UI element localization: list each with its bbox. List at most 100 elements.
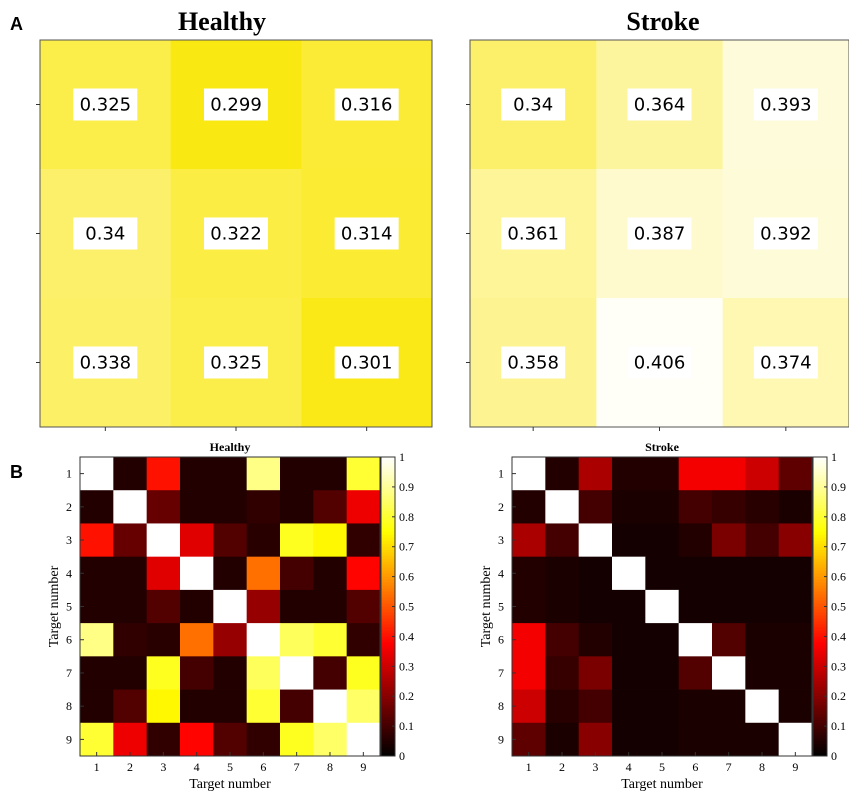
x-tick-label: 9	[360, 760, 366, 774]
colorbar-band	[813, 663, 827, 667]
colorbar-band	[813, 750, 827, 754]
cell-value-label: 0.325	[80, 95, 132, 116]
colorbar-band	[813, 522, 827, 527]
colorbar-band	[813, 585, 827, 590]
matrix-cell	[578, 722, 613, 757]
colorbar-band	[813, 462, 827, 467]
matrix-cell	[180, 556, 214, 591]
colorbar-band	[813, 528, 827, 533]
colorbar-band	[381, 621, 395, 625]
matrix-cell	[246, 589, 281, 624]
matrix-cell	[180, 623, 214, 657]
matrix-cell	[246, 523, 281, 558]
colorbar-band	[381, 588, 395, 593]
colorbar-band	[381, 711, 395, 715]
colorbar-band	[381, 480, 395, 485]
colorbar-band	[813, 675, 827, 679]
matrix-cell	[113, 623, 148, 657]
colorbar-band	[381, 531, 395, 536]
x-tick-label: 8	[327, 760, 333, 774]
matrix-cell	[280, 523, 314, 558]
colorbar-band	[381, 585, 395, 590]
colorbar-band	[381, 501, 395, 506]
y-tick-label: 9	[66, 732, 72, 746]
matrix-cell	[80, 490, 114, 524]
stroke-correlation-matrix: Stroke 1 1 2 2 3 3 4 4 5 5 6 6 7 7 8 8 9 9 Target number Tar…	[479, 440, 846, 792]
matrix-cell	[712, 589, 746, 624]
colorbar-band	[813, 582, 827, 587]
matrix-cell	[512, 689, 546, 724]
matrix-cell	[645, 490, 680, 524]
x-tick-label: 1	[526, 760, 532, 774]
cell-label-box	[753, 346, 818, 379]
colorbar-band	[813, 579, 827, 584]
matrix-cell	[246, 490, 281, 524]
colorbar-band	[813, 729, 827, 733]
matrix-cell	[180, 490, 214, 524]
matrix-cell	[678, 490, 713, 524]
y-axis-label: Target number	[47, 565, 62, 647]
cell-label-box	[204, 88, 268, 121]
colorbar-band	[813, 567, 827, 572]
matrix-cell	[712, 689, 746, 724]
colorbar-band	[381, 669, 395, 673]
x-tick-label: 5	[659, 760, 665, 774]
colorbar-band	[381, 597, 395, 602]
colorbar-band	[813, 612, 827, 616]
colorbar-tick-label: 0.7	[831, 540, 846, 554]
colorbar-band	[381, 558, 395, 563]
matrix-cell	[213, 689, 248, 724]
matrix-cell	[313, 523, 348, 558]
colorbar-band	[813, 468, 827, 473]
colorbar-band	[813, 636, 827, 640]
x-axis-label: Target number	[189, 777, 271, 792]
matrix-cell	[346, 556, 381, 591]
colorbar-band	[381, 546, 395, 551]
cell-label-box	[334, 88, 399, 121]
colorbar-band	[381, 666, 395, 670]
colorbar-band	[813, 609, 827, 613]
matrix-cell	[612, 589, 646, 624]
colorbar-band	[813, 621, 827, 625]
matrix-cell	[346, 656, 381, 690]
matrix-cell	[180, 457, 214, 491]
colorbar-band	[813, 534, 827, 539]
y-tick-label: 4	[498, 566, 504, 580]
matrix-cell	[712, 556, 746, 591]
matrix-cell	[578, 689, 613, 724]
matrix-cell	[280, 623, 314, 657]
matrix-cell	[745, 623, 780, 657]
colorbar-band	[813, 573, 827, 578]
matrix-cell	[280, 689, 314, 724]
x-tick-label: 6	[692, 760, 698, 774]
matrix-cell	[213, 722, 248, 757]
x-tick-label: 2	[127, 760, 133, 774]
colorbar-band	[813, 558, 827, 563]
colorbar-band	[381, 612, 395, 616]
colorbar-band	[381, 471, 395, 476]
colorbar-band	[813, 570, 827, 575]
y-tick-label: 1	[498, 467, 504, 481]
colorbar-band	[813, 672, 827, 676]
colorbar-band	[381, 582, 395, 587]
matrix-cell	[512, 490, 546, 524]
cell-value-label: 0.299	[210, 95, 262, 116]
matrix-cell	[280, 490, 314, 524]
colorbar-band	[813, 723, 827, 727]
colorbar-band	[381, 699, 395, 703]
matrix-cell	[146, 623, 181, 657]
cell-label-box	[73, 88, 138, 121]
colorbar-band	[813, 510, 827, 515]
colorbar-tick-label: 0.8	[399, 510, 414, 524]
matrix-cell	[645, 556, 680, 591]
colorbar-band	[381, 552, 395, 557]
matrix-cell	[213, 490, 248, 524]
matrix-cell	[745, 523, 780, 558]
y-tick-label: 9	[498, 732, 504, 746]
colorbar-tick-label: 0.1	[831, 719, 846, 733]
matrix-cell	[346, 457, 381, 491]
chart-title: Healthy	[210, 440, 251, 454]
cell-value-label: 0.392	[760, 224, 812, 245]
matrix-cell	[712, 623, 746, 657]
